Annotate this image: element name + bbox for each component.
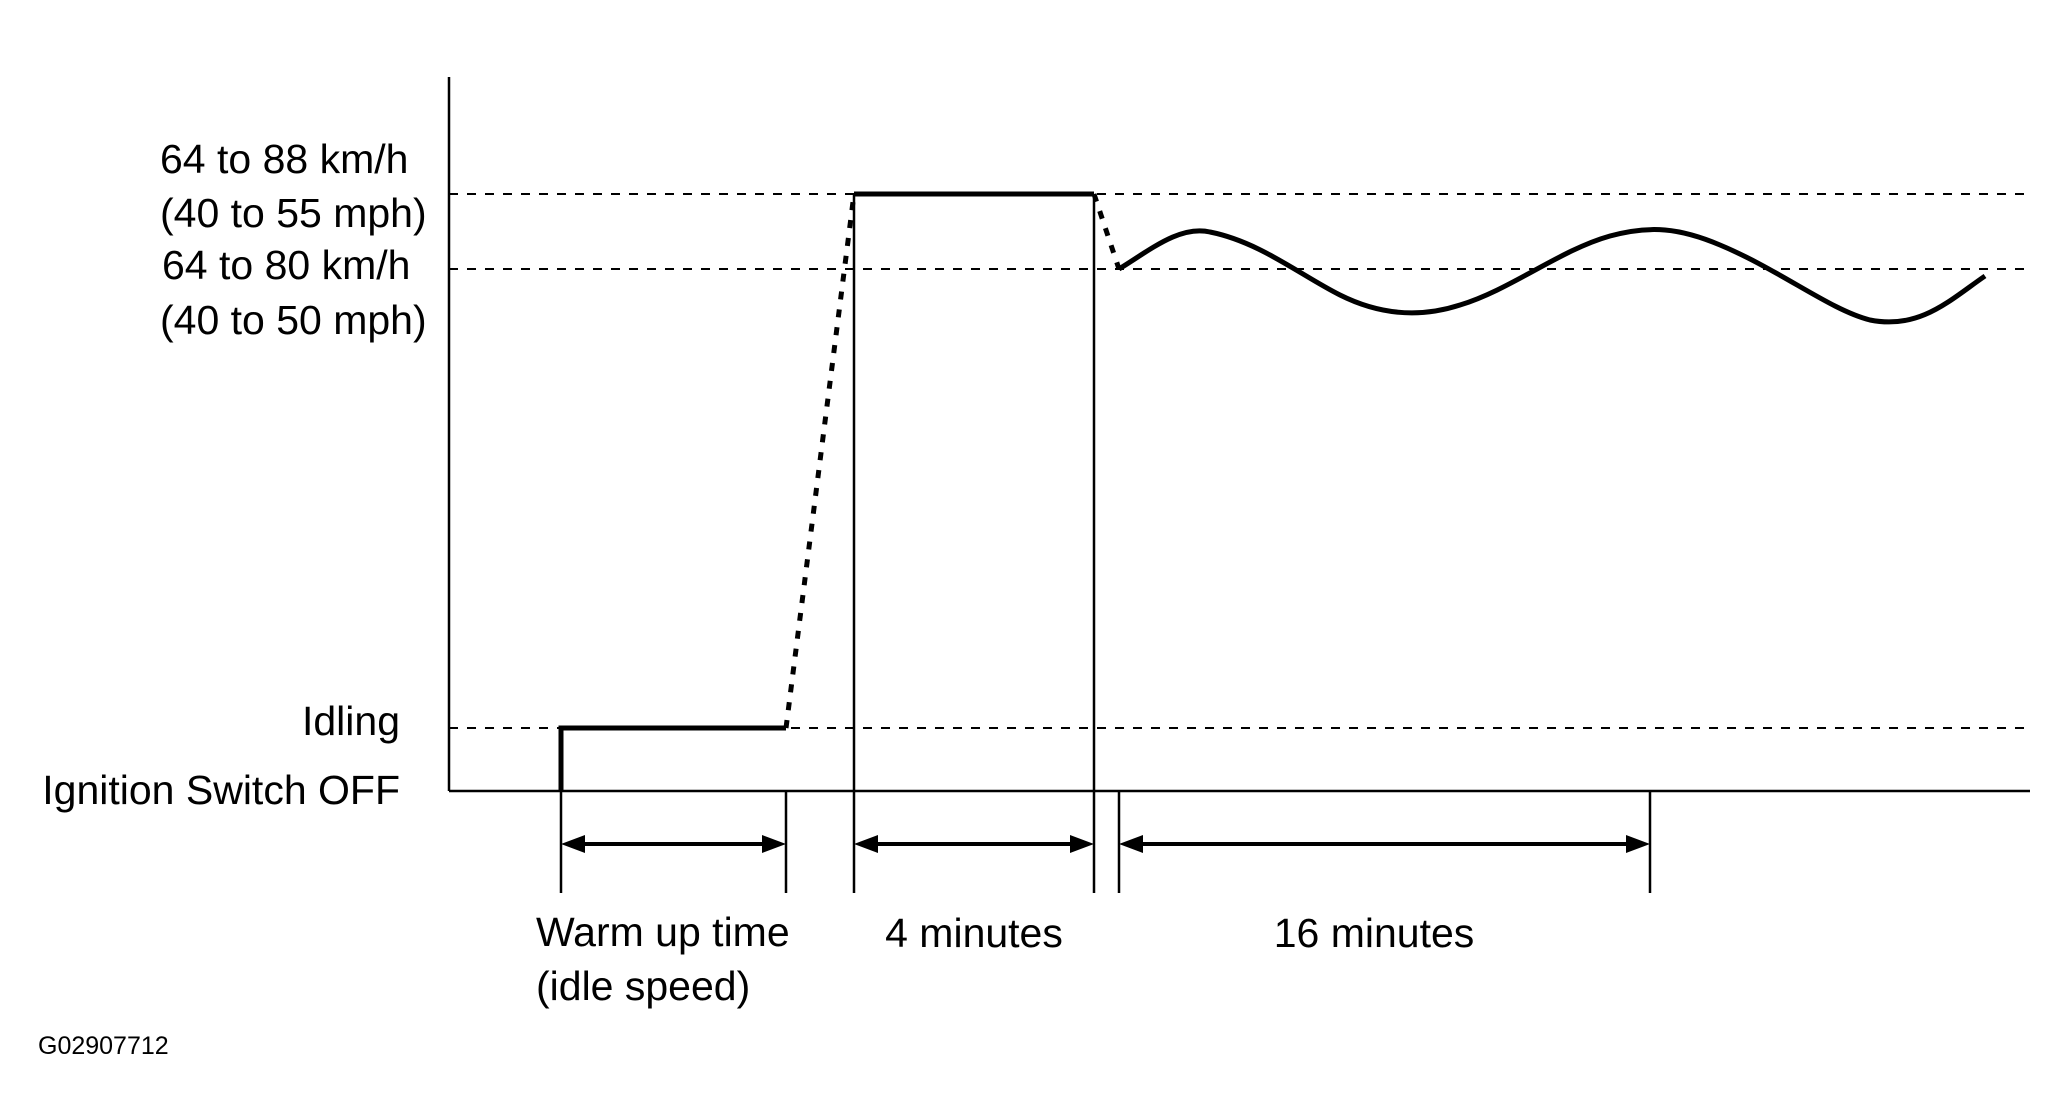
trace-acceleration (783, 193, 857, 729)
label-four-minutes: 4 minutes (885, 910, 1063, 956)
label-low-speed-mph: (40 to 50 mph) (160, 297, 427, 343)
label-high-speed-mph: (40 to 55 mph) (160, 190, 427, 236)
figure-code: G02907712 (38, 1032, 169, 1060)
trace-deceleration (1091, 193, 1122, 270)
trace-cruise-wave (1117, 227, 1987, 325)
label-ignition-off: Ignition Switch OFF (42, 767, 400, 813)
label-high-speed-kmh: 64 to 88 km/h (160, 136, 408, 182)
label-low-speed-kmh: 64 to 80 km/h (162, 242, 410, 288)
label-idling: Idling (302, 698, 400, 744)
label-idle-speed: (idle speed) (536, 963, 750, 1009)
dimension-four-minutes (854, 835, 1094, 853)
label-sixteen-minutes: 16 minutes (1274, 910, 1475, 956)
label-warmup-time: Warm up time (536, 909, 790, 955)
trace-idle (558, 725, 786, 791)
dimension-warmup (561, 835, 786, 853)
dimension-sixteen-minutes (1119, 835, 1650, 853)
